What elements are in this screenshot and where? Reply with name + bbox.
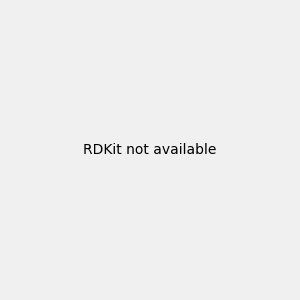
Text: RDKit not available: RDKit not available — [83, 143, 217, 157]
